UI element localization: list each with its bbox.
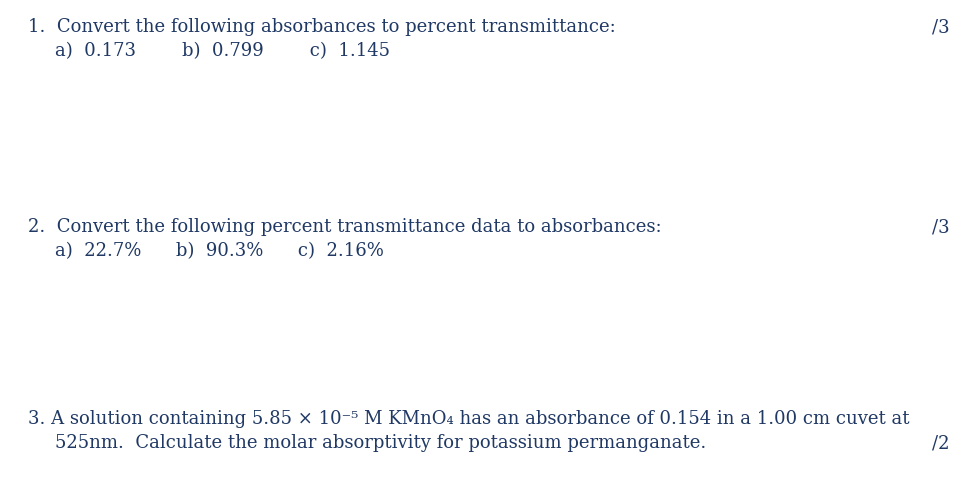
- Text: /3: /3: [932, 18, 950, 36]
- Text: 525nm.  Calculate the molar absorptivity for potassium permanganate.: 525nm. Calculate the molar absorptivity …: [55, 434, 706, 452]
- Text: 2.  Convert the following percent transmittance data to absorbances:: 2. Convert the following percent transmi…: [28, 218, 662, 236]
- Text: 1.  Convert the following absorbances to percent transmittance:: 1. Convert the following absorbances to …: [28, 18, 616, 36]
- Text: 3. A solution containing 5.85 × 10⁻⁵ M KMnO₄ has an absorbance of 0.154 in a 1.0: 3. A solution containing 5.85 × 10⁻⁵ M K…: [28, 410, 910, 428]
- Text: /3: /3: [932, 218, 950, 236]
- Text: a)  22.7%      b)  90.3%      c)  2.16%: a) 22.7% b) 90.3% c) 2.16%: [55, 242, 384, 260]
- Text: /2: /2: [932, 434, 950, 452]
- Text: a)  0.173        b)  0.799        c)  1.145: a) 0.173 b) 0.799 c) 1.145: [55, 42, 390, 60]
